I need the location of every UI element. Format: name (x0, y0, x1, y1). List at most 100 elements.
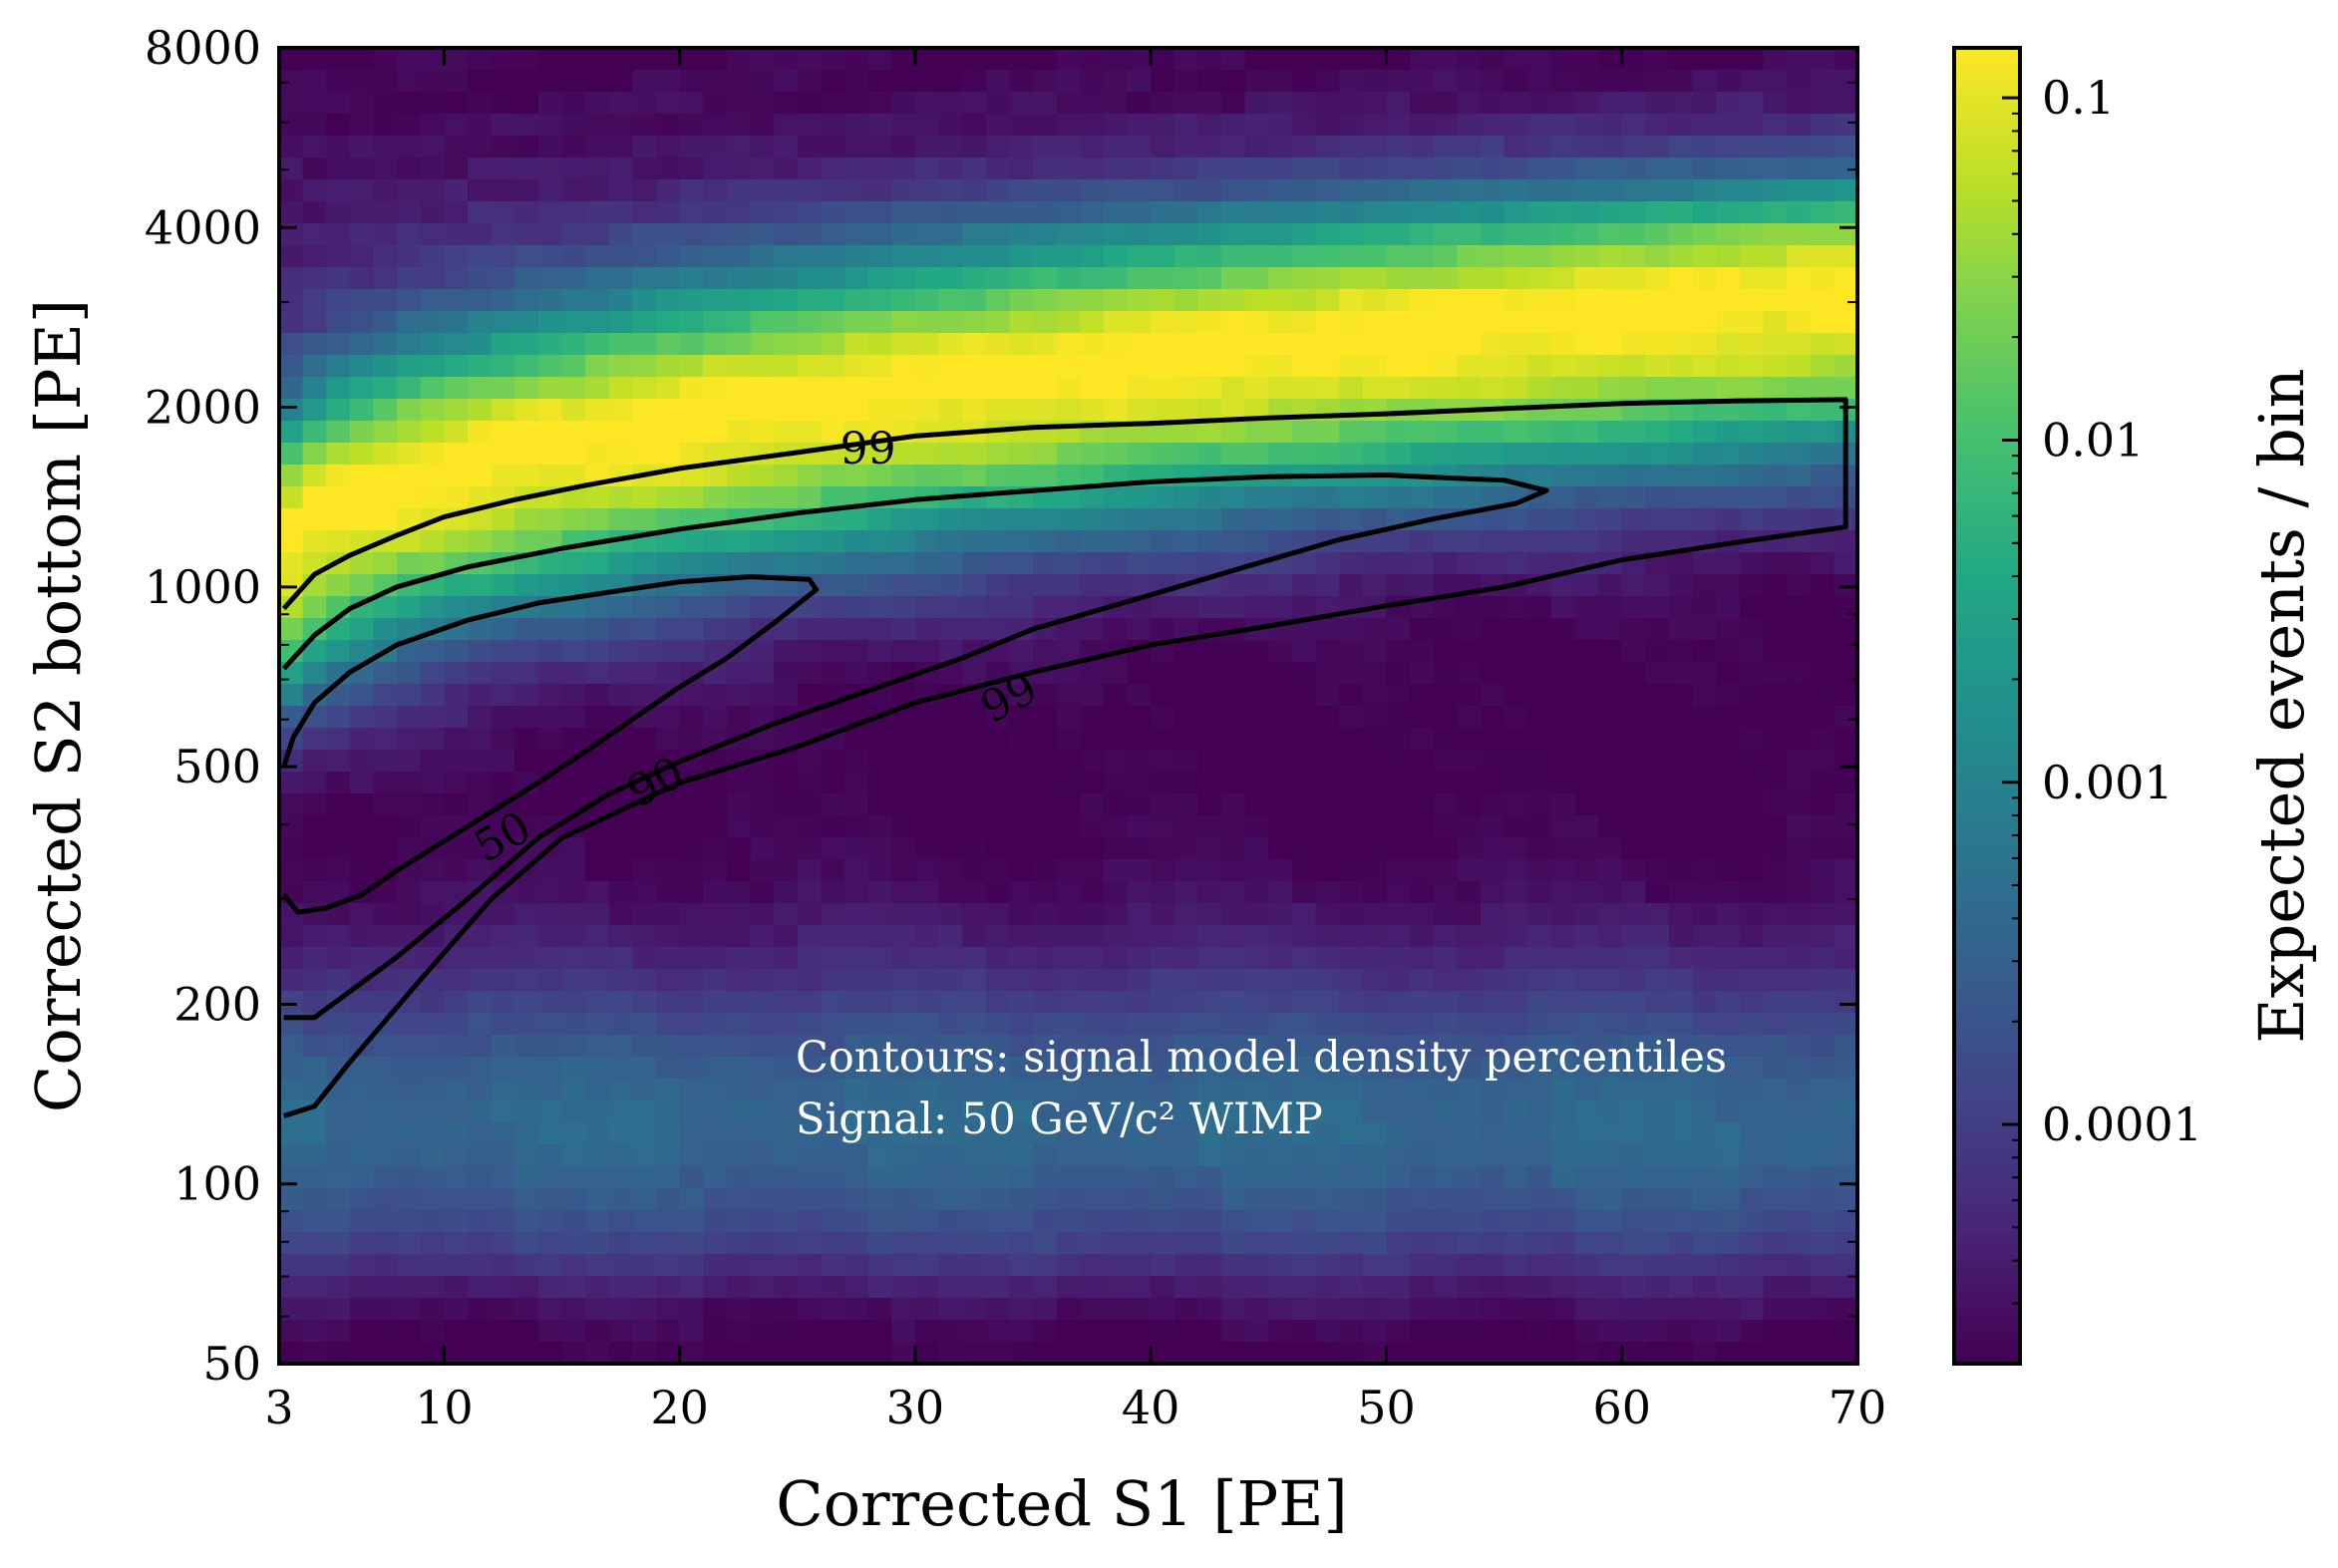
heatmap-cell (1291, 969, 1317, 992)
heatmap-cell (444, 1298, 469, 1321)
heatmap-cell (608, 421, 634, 444)
heatmap-cell (1692, 1232, 1718, 1255)
heatmap-cell (1315, 223, 1341, 246)
heatmap-cell (1645, 618, 1670, 641)
heatmap-cell (1550, 1122, 1576, 1145)
heatmap-cell (1315, 1188, 1341, 1211)
heatmap-cell (608, 157, 634, 180)
heatmap-cell (938, 157, 963, 180)
heatmap-cell (1244, 92, 1270, 115)
heatmap-cell (1787, 1035, 1812, 1058)
heatmap-cell (1810, 1057, 1836, 1080)
heatmap-cell (279, 618, 304, 641)
heatmap-cell (656, 815, 681, 838)
heatmap-cell (679, 1232, 705, 1255)
heatmap-cell (1291, 114, 1317, 137)
heatmap-cell (1787, 48, 1812, 71)
heatmap-cell (632, 1188, 657, 1211)
heatmap-cell (679, 1013, 705, 1036)
heatmap-cell (750, 1144, 775, 1167)
axis-ticks: 3 10 20 30 40 50 60 705010020050010002000400080… (145, 21, 1886, 1434)
heatmap-cell (1527, 1035, 1552, 1058)
heatmap-cell (444, 947, 469, 970)
heatmap-cell (656, 837, 681, 860)
heatmap-cell (962, 267, 987, 290)
heatmap-cell (1362, 772, 1388, 794)
heatmap-cell (1787, 1144, 1812, 1167)
heatmap-cell (514, 1232, 539, 1255)
heatmap-cell (1787, 465, 1812, 487)
heatmap-cell (397, 377, 422, 400)
heatmap-cell (1221, 991, 1246, 1014)
heatmap-cell (1339, 355, 1364, 378)
heatmap-cell (1339, 750, 1364, 773)
heatmap-cell (1645, 267, 1670, 290)
heatmap-cell (938, 925, 963, 948)
heatmap-cell (537, 267, 563, 290)
heatmap-cell (726, 1254, 752, 1277)
heatmap-cell (844, 859, 869, 882)
heatmap-cell (1056, 1122, 1082, 1145)
heatmap-cell (1268, 1254, 1293, 1277)
heatmap-cell (1787, 245, 1812, 268)
heatmap-cell (844, 552, 869, 575)
heatmap-cell (703, 793, 728, 816)
heatmap-cell (1386, 70, 1411, 93)
heatmap-cell (491, 92, 516, 115)
heatmap-cell (844, 114, 869, 137)
heatmap-cell (1834, 684, 1857, 707)
heatmap-cell (1268, 728, 1293, 751)
heatmap-cell (326, 574, 351, 597)
heatmap-cell (1244, 947, 1270, 970)
heatmap-cell (1503, 530, 1529, 553)
heatmap-cell (1503, 48, 1529, 71)
heatmap-cell (420, 772, 446, 794)
heatmap-cell (1386, 267, 1411, 290)
heatmap-cell (1457, 750, 1482, 773)
heatmap-cell (821, 486, 845, 509)
heatmap-cell (1645, 530, 1670, 553)
heatmap-cell (1362, 793, 1388, 816)
heatmap-cell (468, 947, 493, 970)
heatmap-cell (1621, 1298, 1647, 1321)
heatmap-cell (349, 684, 375, 707)
heatmap-cell (1574, 1035, 1599, 1058)
heatmap-cell (1574, 837, 1599, 860)
heatmap-cell (1410, 1210, 1435, 1233)
heatmap-cell (1244, 311, 1270, 334)
heatmap-cell (1787, 508, 1812, 531)
heatmap-cell (1692, 443, 1718, 466)
heatmap-cell (1810, 157, 1836, 180)
heatmap-cell (1291, 1232, 1317, 1255)
heatmap-cell (1291, 508, 1317, 531)
heatmap-cell (444, 157, 469, 180)
heatmap-cell (1716, 552, 1741, 575)
heatmap-cell (1739, 837, 1765, 860)
heatmap-cell (1244, 1079, 1270, 1101)
heatmap-cell (1221, 728, 1246, 751)
heatmap-cell (1503, 596, 1529, 619)
heatmap-cell (1787, 1100, 1812, 1123)
heatmap-cell (1386, 815, 1411, 838)
heatmap-cell (420, 201, 446, 224)
heatmap-cell (1457, 684, 1482, 707)
heatmap-cell (585, 1254, 610, 1277)
heatmap-cell (608, 333, 634, 356)
heatmap-cell (1574, 486, 1599, 509)
heatmap-cell (1386, 1166, 1411, 1189)
heatmap-cell (1151, 136, 1175, 158)
heatmap-cell (797, 772, 823, 794)
heatmap-cell (420, 706, 446, 729)
heatmap-cell (891, 574, 916, 597)
heatmap-cell (774, 377, 799, 400)
heatmap-cell (774, 267, 799, 290)
heatmap-cell (656, 1166, 681, 1189)
heatmap-cell (914, 508, 940, 531)
heatmap-cell (962, 1320, 987, 1343)
heatmap-cell (1033, 903, 1058, 926)
heatmap-cell (1103, 1079, 1129, 1101)
heatmap-cell (1056, 1144, 1082, 1167)
heatmap-cell (1173, 881, 1199, 904)
heatmap-cell (938, 201, 963, 224)
heatmap-cell (1503, 728, 1529, 751)
